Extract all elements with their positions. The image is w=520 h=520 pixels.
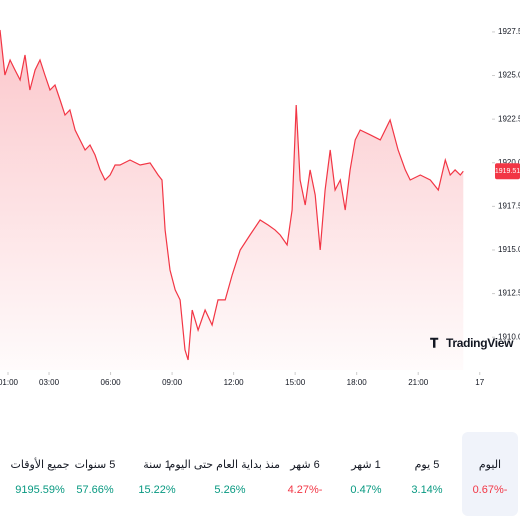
period-label: 5 يوم [414, 459, 440, 471]
brand: TradingView [446, 336, 514, 350]
y-tick-label: 1917.50 [498, 201, 520, 210]
x-tick-label: 17 [475, 378, 484, 387]
x-tick-label: 06:00 [101, 378, 122, 387]
y-tick-label: 1910.00 [498, 332, 520, 341]
period-change: 0.47% [350, 484, 382, 496]
period-change: 3.14% [411, 484, 443, 496]
x-tick-label: 12:00 [224, 378, 245, 387]
y-tick-label: 1915.00 [498, 245, 520, 254]
period-change: 9195.59% [15, 484, 65, 496]
period-tab[interactable]: منذ بداية العام حتى اليوم 5.26% [168, 432, 280, 516]
x-tick-label: 01:00 [0, 378, 19, 387]
period-change: -0.67% [472, 484, 508, 496]
period-tab[interactable]: 1 شهر 0.47% [338, 432, 394, 516]
period-change: -4.27% [287, 484, 323, 496]
period-change: 5.26% [214, 484, 246, 496]
x-tick-label: 09:00 [162, 378, 183, 387]
x-tick-label: 03:00 [39, 378, 60, 387]
y-tick-label: 1920.00 [498, 158, 520, 167]
last-price-label: 1919.51 [495, 168, 520, 175]
period-tab[interactable]: 5 يوم 3.14% [399, 432, 455, 516]
period-label: 1 شهر [351, 459, 381, 471]
x-tick-label: 15:00 [285, 378, 306, 387]
period-label: 6 شهر [290, 459, 320, 471]
y-tick-label: 1912.50 [498, 289, 520, 298]
period-label: اليوم [478, 459, 502, 471]
area [0, 30, 464, 370]
brand-icon: 𝐓 [430, 335, 439, 350]
y-tick-label: 1927.50 [498, 27, 520, 36]
period-tab[interactable]: جميع الأوقات 9195.59% [2, 432, 78, 516]
last-price-box [495, 163, 520, 180]
x-tick-label: 21:00 [408, 378, 429, 387]
period-label: جميع الأوقات [10, 459, 70, 471]
price-line [0, 29, 464, 361]
period-tab[interactable]: 5 سنوات 57.66% [65, 432, 125, 516]
period-label: منذ بداية العام حتى اليوم [168, 459, 280, 471]
period-tab[interactable]: اليوم -0.67% [462, 432, 518, 516]
y-tick-label: 1925.00 [498, 71, 520, 80]
performance-bar: اليوم -0.67% 5 يوم 3.14% 1 شهر 0.47% 6 شهر -4.2… [0, 432, 520, 516]
period-change: 15.22% [138, 484, 176, 496]
period-label: 1 سنة [143, 459, 171, 471]
x-tick-label: 18:00 [347, 378, 368, 387]
period-tab[interactable]: 6 شهر -4.27% [277, 432, 333, 516]
period-change: 57.66% [76, 484, 114, 496]
period-tab[interactable]: 1 سنة 15.22% [129, 432, 185, 516]
period-label: 5 سنوات [74, 459, 116, 471]
y-tick-label: 1922.50 [498, 114, 520, 123]
chart: 1910.00 1912.50 1915.00 1917.50 1920.00 1922.… [0, 27, 520, 387]
